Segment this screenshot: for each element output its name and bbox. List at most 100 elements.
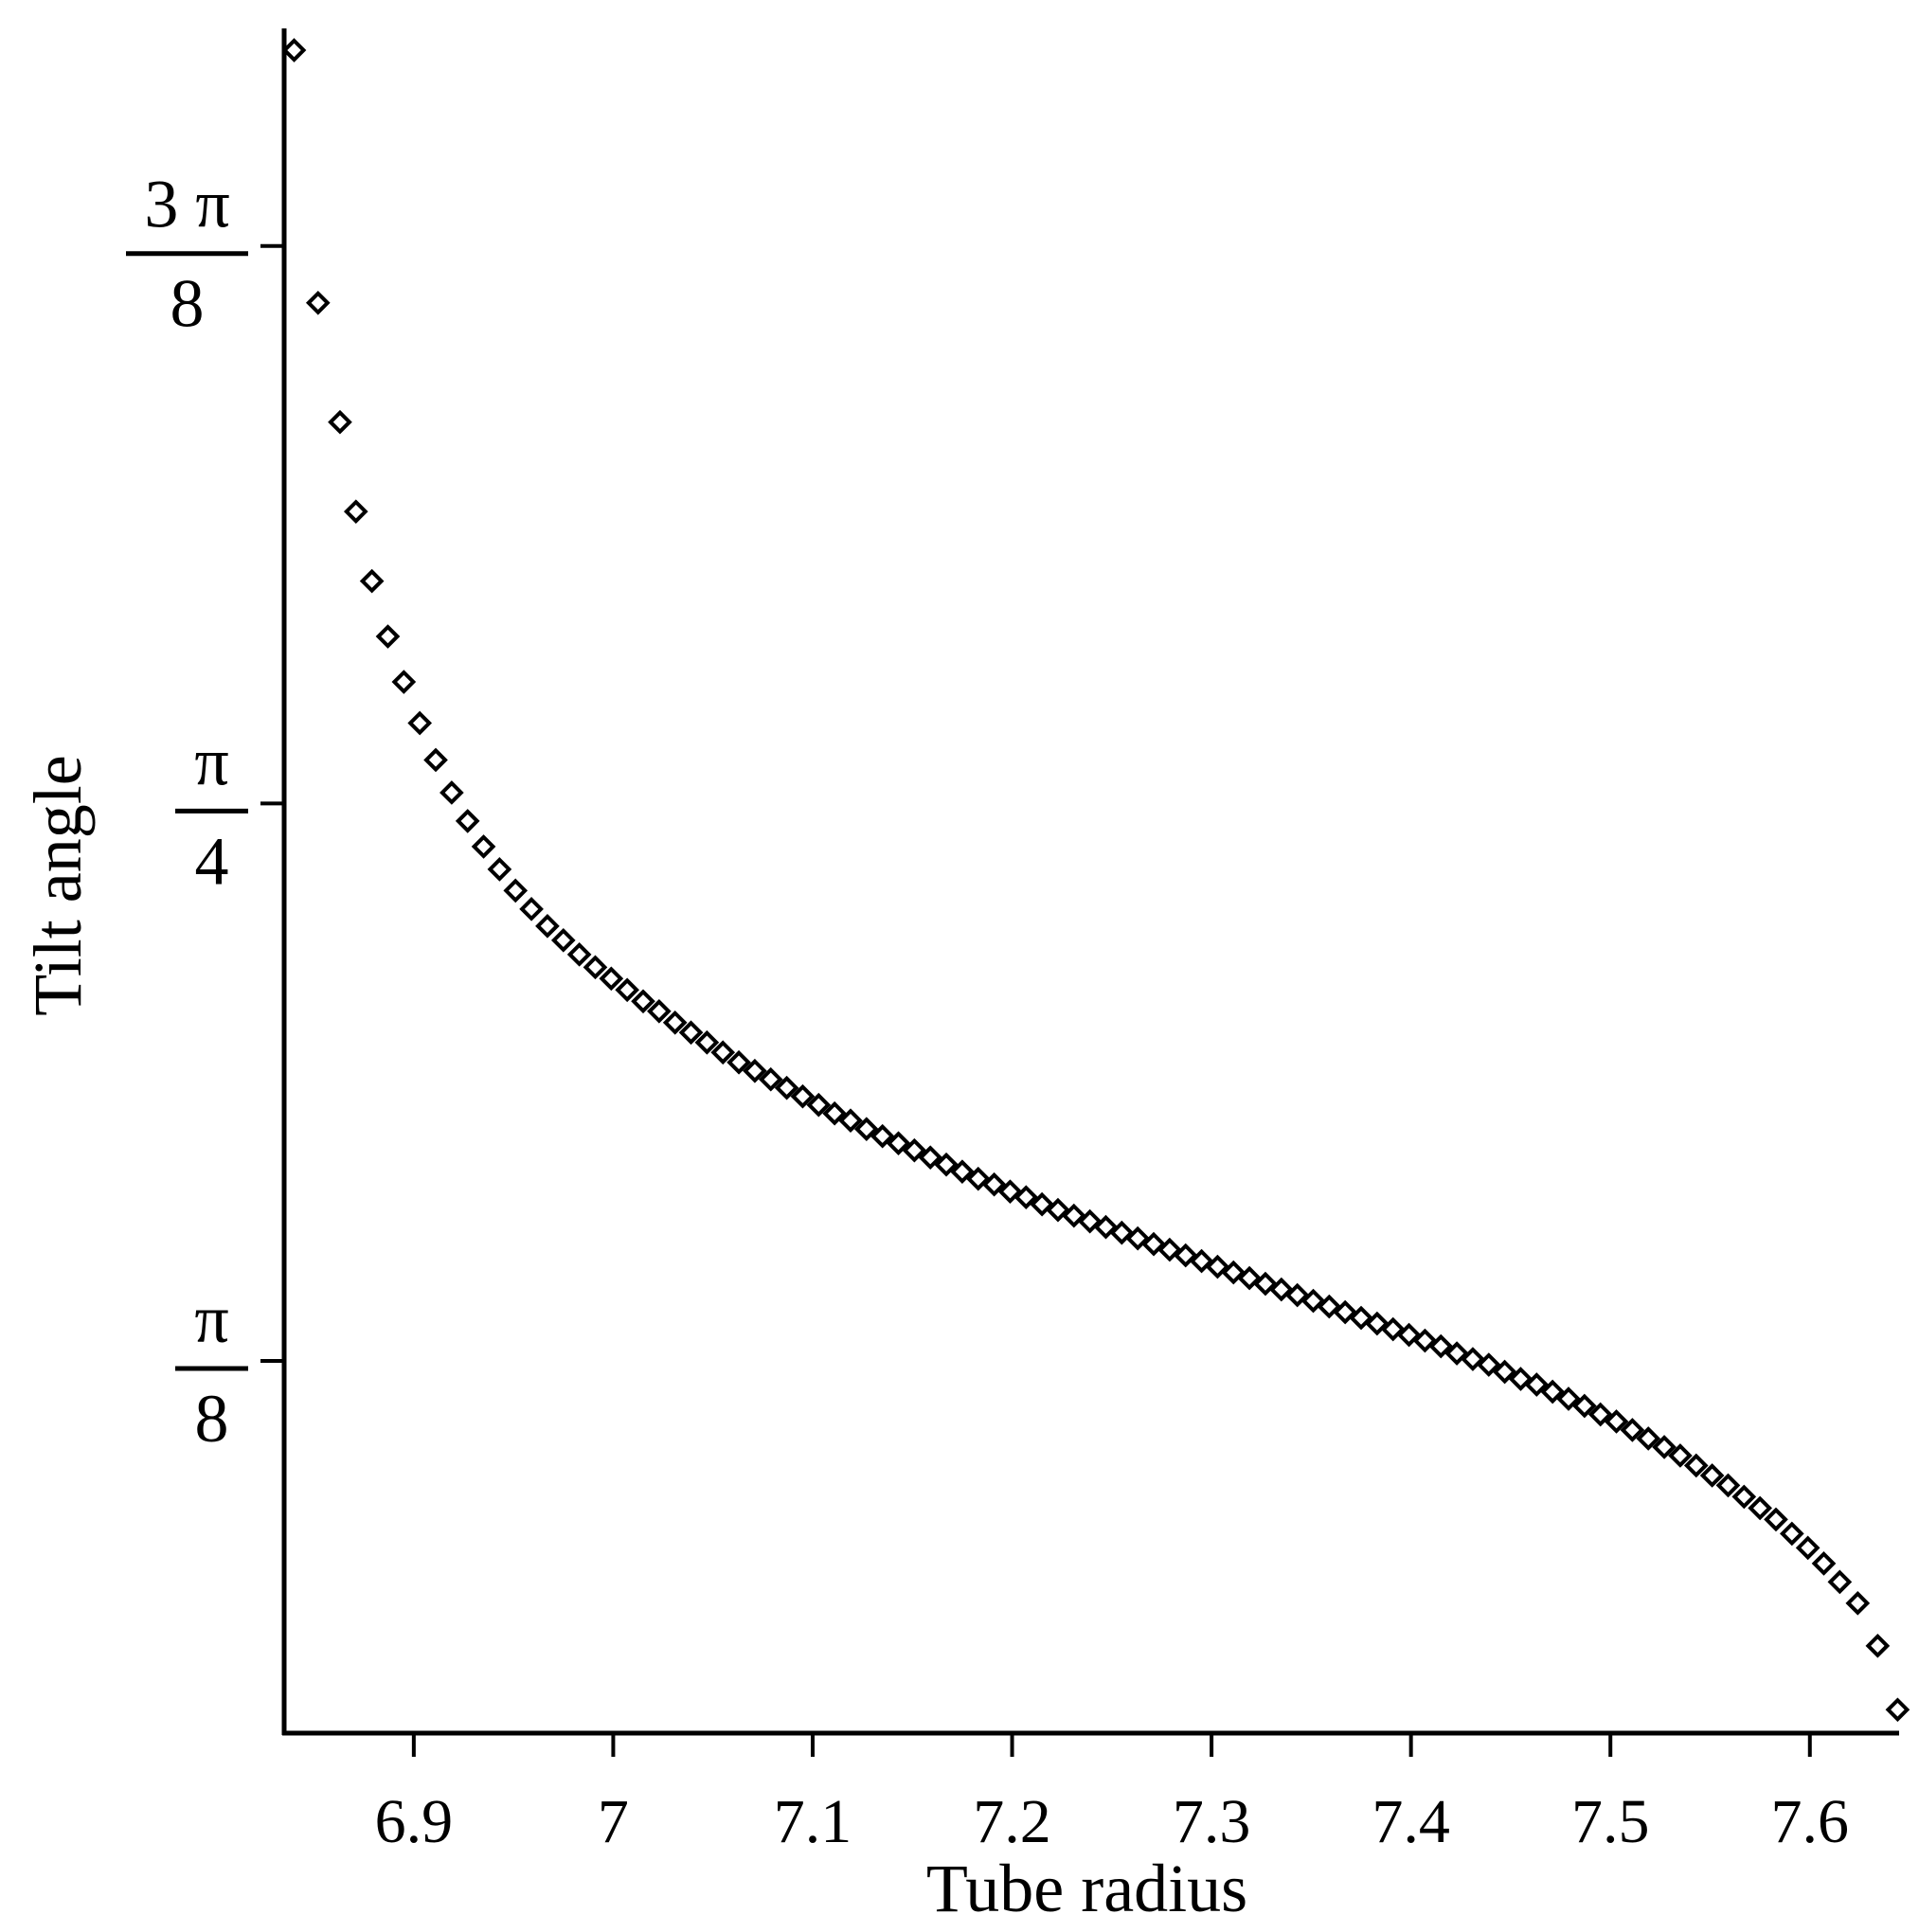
x-axis-title: Tube radius bbox=[926, 1851, 1247, 1926]
y-tick-denominator: 8 bbox=[170, 266, 205, 342]
data-point bbox=[631, 989, 655, 1014]
data-point bbox=[934, 1152, 959, 1177]
data-point bbox=[1444, 1341, 1469, 1366]
data-point bbox=[1779, 1521, 1804, 1547]
data-point bbox=[1699, 1463, 1725, 1488]
data-point bbox=[281, 38, 307, 63]
data-point bbox=[1030, 1191, 1054, 1217]
data-point bbox=[1125, 1225, 1151, 1251]
data-point bbox=[343, 499, 368, 524]
data-point bbox=[615, 977, 639, 1003]
data-point bbox=[487, 857, 512, 882]
x-tick-label: 7.4 bbox=[1372, 1787, 1450, 1856]
data-point bbox=[694, 1029, 720, 1055]
data-point bbox=[1748, 1495, 1772, 1521]
data-point bbox=[902, 1137, 927, 1163]
data-point bbox=[1587, 1402, 1613, 1427]
x-tick-label: 7 bbox=[598, 1787, 629, 1856]
y-tick-numerator: π bbox=[194, 1281, 228, 1357]
data-point bbox=[1540, 1379, 1565, 1404]
data-point bbox=[1827, 1569, 1853, 1595]
data-point bbox=[519, 897, 544, 921]
data-point bbox=[1365, 1311, 1390, 1336]
data-point bbox=[1412, 1328, 1438, 1353]
data-point bbox=[758, 1066, 783, 1092]
data-point bbox=[1300, 1288, 1326, 1314]
data-point bbox=[1141, 1231, 1166, 1257]
y-tick-numerator: 3 π bbox=[144, 167, 229, 242]
data-point bbox=[1077, 1208, 1103, 1234]
data-point bbox=[790, 1083, 816, 1109]
data-point bbox=[870, 1123, 895, 1149]
data-point bbox=[1380, 1316, 1406, 1342]
data-point bbox=[1109, 1220, 1135, 1245]
y-tick-denominator: 4 bbox=[195, 823, 229, 899]
data-point bbox=[1885, 1697, 1910, 1723]
data-point bbox=[1046, 1197, 1070, 1223]
data-point bbox=[407, 710, 433, 736]
data-point bbox=[1731, 1484, 1757, 1510]
data-point bbox=[1013, 1185, 1039, 1209]
data-point bbox=[1157, 1237, 1182, 1262]
data-point bbox=[1620, 1418, 1645, 1442]
data-point bbox=[1428, 1333, 1454, 1359]
data-point bbox=[471, 834, 496, 859]
data-point bbox=[1237, 1265, 1262, 1291]
data-point bbox=[328, 409, 352, 435]
data-point bbox=[774, 1075, 799, 1100]
data-point bbox=[599, 966, 624, 992]
data-point bbox=[822, 1100, 847, 1126]
x-tick-label: 7.6 bbox=[1771, 1787, 1850, 1856]
data-point bbox=[1492, 1359, 1517, 1385]
data-point bbox=[1683, 1453, 1709, 1478]
data-point bbox=[1173, 1243, 1198, 1268]
data-point bbox=[1476, 1352, 1501, 1377]
data-point bbox=[566, 941, 592, 967]
data-point bbox=[1253, 1271, 1278, 1297]
data-point bbox=[1715, 1473, 1741, 1498]
data-point bbox=[583, 955, 608, 980]
x-tick-label: 7.2 bbox=[973, 1787, 1051, 1856]
data-point bbox=[1268, 1277, 1294, 1302]
data-point bbox=[423, 747, 448, 773]
data-point bbox=[1461, 1347, 1485, 1371]
data-point bbox=[1845, 1591, 1871, 1616]
data-point bbox=[305, 290, 331, 315]
data-point bbox=[806, 1092, 832, 1118]
y-axis-title: Tilt angle bbox=[20, 755, 96, 1015]
data-point bbox=[1508, 1367, 1533, 1391]
data-point bbox=[1317, 1294, 1342, 1319]
x-axis-ticks: 6.9 7 7.1 7.2 7.3 7.4 7.5 7.6 bbox=[375, 1733, 1849, 1856]
data-point bbox=[726, 1049, 751, 1075]
data-point bbox=[1556, 1386, 1581, 1411]
data-point bbox=[1668, 1443, 1693, 1468]
data-point bbox=[1652, 1435, 1677, 1459]
data-point bbox=[375, 624, 401, 649]
x-tick-label: 7.1 bbox=[774, 1787, 852, 1856]
data-point bbox=[886, 1131, 911, 1156]
data-point bbox=[1349, 1305, 1373, 1331]
data-point bbox=[743, 1058, 767, 1083]
data-point bbox=[981, 1172, 1007, 1197]
data-point bbox=[710, 1040, 736, 1065]
y-axis-ticks: π 8 π 4 3 π 8 bbox=[126, 167, 284, 1457]
data-point bbox=[965, 1166, 991, 1191]
data-point bbox=[950, 1159, 975, 1184]
data-point bbox=[455, 809, 480, 833]
data-point bbox=[1221, 1260, 1246, 1285]
data-point bbox=[1764, 1507, 1788, 1532]
data-point bbox=[1396, 1322, 1422, 1348]
y-tick-denominator: 8 bbox=[195, 1381, 229, 1457]
data-point bbox=[1284, 1282, 1310, 1308]
data-point bbox=[359, 568, 385, 594]
data-point bbox=[997, 1179, 1023, 1204]
data-point bbox=[1061, 1203, 1086, 1228]
data-point bbox=[647, 998, 672, 1024]
data-point bbox=[854, 1117, 879, 1142]
data-point bbox=[1795, 1535, 1820, 1561]
data-point bbox=[439, 780, 464, 805]
data-point bbox=[918, 1145, 943, 1171]
data-point bbox=[1865, 1633, 1891, 1658]
data-point bbox=[1093, 1214, 1119, 1240]
